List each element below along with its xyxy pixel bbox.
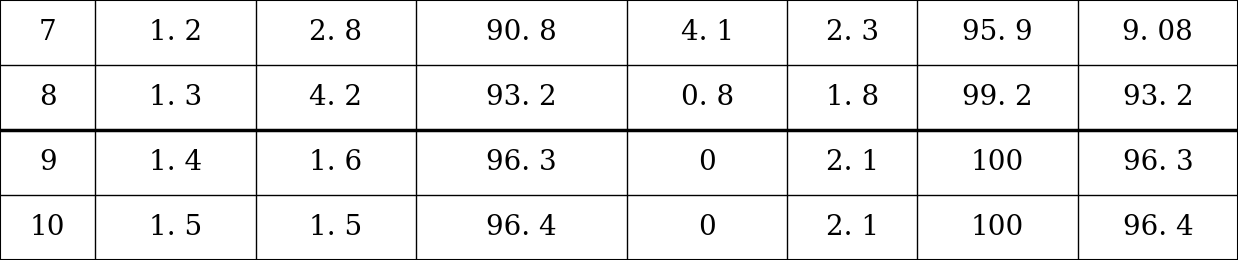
Text: 93. 2: 93. 2 xyxy=(1123,84,1193,111)
Text: 100: 100 xyxy=(971,149,1024,176)
Text: 93. 2: 93. 2 xyxy=(487,84,557,111)
Text: 8: 8 xyxy=(38,84,57,111)
Text: 1. 4: 1. 4 xyxy=(149,149,202,176)
Text: 1. 8: 1. 8 xyxy=(826,84,879,111)
Text: 0: 0 xyxy=(698,149,716,176)
Text: 4. 1: 4. 1 xyxy=(681,19,734,46)
Text: 90. 8: 90. 8 xyxy=(487,19,557,46)
Text: 0. 8: 0. 8 xyxy=(681,84,734,111)
Text: 1. 2: 1. 2 xyxy=(149,19,202,46)
Text: 96. 4: 96. 4 xyxy=(487,214,557,241)
Text: 1. 5: 1. 5 xyxy=(310,214,363,241)
Text: 0: 0 xyxy=(698,214,716,241)
Text: 2. 1: 2. 1 xyxy=(826,149,879,176)
Text: 1. 3: 1. 3 xyxy=(149,84,202,111)
Text: 96. 3: 96. 3 xyxy=(1123,149,1193,176)
Text: 7: 7 xyxy=(38,19,57,46)
Text: 1. 6: 1. 6 xyxy=(310,149,363,176)
Text: 99. 2: 99. 2 xyxy=(962,84,1032,111)
Text: 96. 3: 96. 3 xyxy=(487,149,557,176)
Text: 2. 8: 2. 8 xyxy=(310,19,363,46)
Text: 2. 1: 2. 1 xyxy=(826,214,879,241)
Text: 9. 08: 9. 08 xyxy=(1123,19,1193,46)
Text: 9: 9 xyxy=(38,149,57,176)
Text: 4. 2: 4. 2 xyxy=(310,84,363,111)
Text: 95. 9: 95. 9 xyxy=(962,19,1032,46)
Text: 1. 5: 1. 5 xyxy=(149,214,202,241)
Text: 96. 4: 96. 4 xyxy=(1123,214,1193,241)
Text: 100: 100 xyxy=(971,214,1024,241)
Text: 2. 3: 2. 3 xyxy=(826,19,879,46)
Text: 10: 10 xyxy=(30,214,66,241)
